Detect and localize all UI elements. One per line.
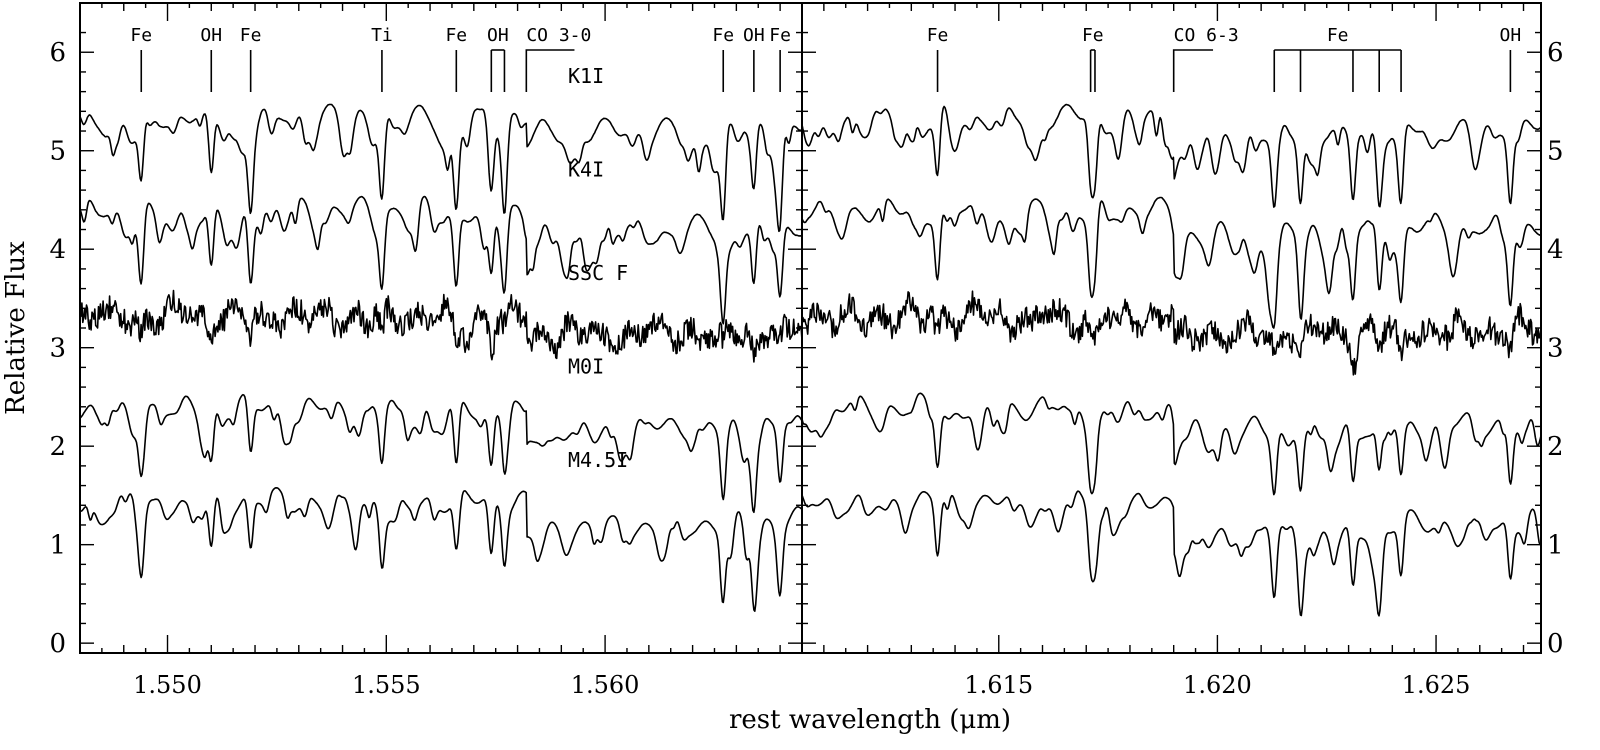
spectrum-line [801,103,1542,208]
x-tick-label: 1.555 [352,671,421,699]
feature-label: Ti [371,25,393,46]
y-tick-label: 1 [1547,531,1564,561]
spectrum-line [79,195,803,325]
series-label: K1I [568,64,604,88]
y-axis-label: Relative Flux [1,241,31,415]
y-tick-label: 6 [1547,38,1564,68]
y-tick-label: 3 [1547,334,1564,364]
y-tick-label: 2 [49,432,66,462]
x-tick-label: 1.560 [571,671,640,699]
feature-label: Fe [240,25,262,46]
feature-label: Fe [712,25,734,46]
spectrum-line [79,289,803,363]
spectrum-line [79,486,803,613]
feature-label: Fe [1327,25,1349,46]
co-bandhead-marker [1172,49,1214,92]
series-label: M4.5I [568,448,628,472]
x-tick-label: 1.625 [1402,671,1471,699]
spectrum-line [801,490,1542,617]
spectrum-line [801,392,1542,496]
spectrum-line [79,393,803,514]
x-tick-label: 1.615 [964,671,1033,699]
x-tick-label: 1.550 [133,671,202,699]
spectrum-line [79,103,803,233]
x-axis-label: rest wavelength (μm) [729,705,1011,735]
y-tick-label: 2 [1547,432,1564,462]
spectrum-line [801,196,1542,329]
feature-label: Fe [1082,25,1104,46]
y-tick-label: 0 [1547,629,1564,659]
series-label: SSC F [568,261,628,285]
y-tick-label: 0 [49,629,66,659]
y-tick-label: 4 [1547,235,1564,265]
feature-label: Fe [445,25,467,46]
feature-label: Fe [769,25,791,46]
spectrum-line [801,290,1542,376]
y-tick-label: 5 [1547,137,1564,167]
feature-label: OH [743,25,765,46]
y-tick-label: 5 [49,137,66,167]
right-panel: 1.615 1.620 1.625 0 1 2 3 4 5 6 Fe Fe CO 6-3 Fe OH [801,2,1564,699]
x-tick-label: 1.620 [1183,671,1252,699]
panel-frame [801,2,1542,654]
feature-label: Fe [927,25,949,46]
feature-label: OH [1500,25,1522,46]
feature-label: CO 6-3 [1174,25,1239,46]
y-tick-label: 4 [49,235,66,265]
y-tick-label: 6 [49,38,66,68]
feature-label: OH [487,25,509,46]
feature-label: Fe [130,25,152,46]
feature-label: CO 3-0 [526,25,591,46]
series-label: M0I [568,354,604,378]
feature-label: OH [200,25,222,46]
series-label: K4I [568,157,604,181]
co-bandhead-marker [525,49,575,92]
y-tick-label: 1 [49,531,66,561]
y-tick-label: 3 [49,334,66,364]
